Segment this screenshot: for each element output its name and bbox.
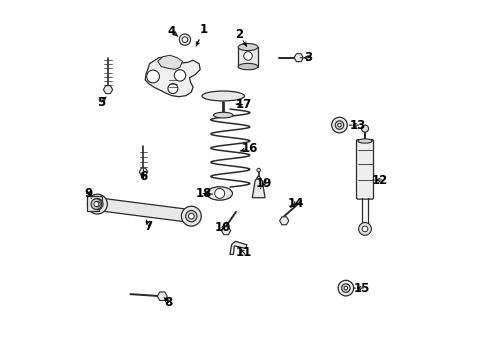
Text: 18: 18 xyxy=(195,187,211,200)
Circle shape xyxy=(181,206,201,226)
Circle shape xyxy=(94,202,99,207)
Text: 11: 11 xyxy=(235,246,251,259)
Text: 12: 12 xyxy=(371,174,387,186)
Polygon shape xyxy=(139,168,147,176)
Circle shape xyxy=(361,125,368,132)
Ellipse shape xyxy=(238,44,258,51)
Text: 13: 13 xyxy=(349,118,366,131)
Circle shape xyxy=(87,194,107,214)
Ellipse shape xyxy=(213,112,232,118)
Polygon shape xyxy=(279,217,288,225)
Circle shape xyxy=(337,123,341,127)
Circle shape xyxy=(182,37,187,42)
Circle shape xyxy=(94,201,100,207)
Circle shape xyxy=(174,70,185,81)
Circle shape xyxy=(179,34,190,45)
Circle shape xyxy=(92,198,103,210)
Text: 3: 3 xyxy=(304,51,312,64)
Circle shape xyxy=(146,70,159,83)
Polygon shape xyxy=(157,55,182,69)
Polygon shape xyxy=(229,241,246,255)
Polygon shape xyxy=(103,86,112,94)
Ellipse shape xyxy=(206,187,232,200)
Polygon shape xyxy=(157,292,167,301)
Circle shape xyxy=(341,284,349,292)
FancyBboxPatch shape xyxy=(356,140,373,199)
Circle shape xyxy=(91,199,102,210)
Text: 9: 9 xyxy=(84,187,93,200)
Text: 10: 10 xyxy=(215,221,231,234)
Ellipse shape xyxy=(357,139,371,143)
Text: 4: 4 xyxy=(167,24,176,38)
Text: 19: 19 xyxy=(255,177,272,190)
Text: 2: 2 xyxy=(235,28,243,41)
Polygon shape xyxy=(86,196,102,211)
Circle shape xyxy=(344,286,347,290)
Text: 7: 7 xyxy=(144,220,153,233)
Text: 14: 14 xyxy=(287,197,304,210)
Text: 15: 15 xyxy=(352,282,369,294)
Polygon shape xyxy=(293,54,303,62)
Ellipse shape xyxy=(202,91,244,101)
Polygon shape xyxy=(252,176,264,198)
Circle shape xyxy=(358,222,370,235)
Text: 6: 6 xyxy=(139,170,147,183)
Polygon shape xyxy=(221,227,230,235)
Circle shape xyxy=(256,168,260,172)
Circle shape xyxy=(167,84,178,94)
Circle shape xyxy=(337,280,353,296)
Circle shape xyxy=(362,226,367,232)
FancyBboxPatch shape xyxy=(238,47,258,67)
Text: 17: 17 xyxy=(235,98,251,111)
Polygon shape xyxy=(145,57,200,97)
Text: 5: 5 xyxy=(97,96,105,109)
Text: 16: 16 xyxy=(241,142,258,155)
Circle shape xyxy=(244,52,252,60)
Polygon shape xyxy=(97,198,192,222)
Circle shape xyxy=(214,189,224,198)
Circle shape xyxy=(331,117,346,133)
Text: 8: 8 xyxy=(164,296,172,309)
Circle shape xyxy=(188,213,194,219)
Text: 1: 1 xyxy=(199,23,207,36)
Ellipse shape xyxy=(238,63,258,70)
Circle shape xyxy=(185,211,197,222)
Circle shape xyxy=(335,121,343,129)
